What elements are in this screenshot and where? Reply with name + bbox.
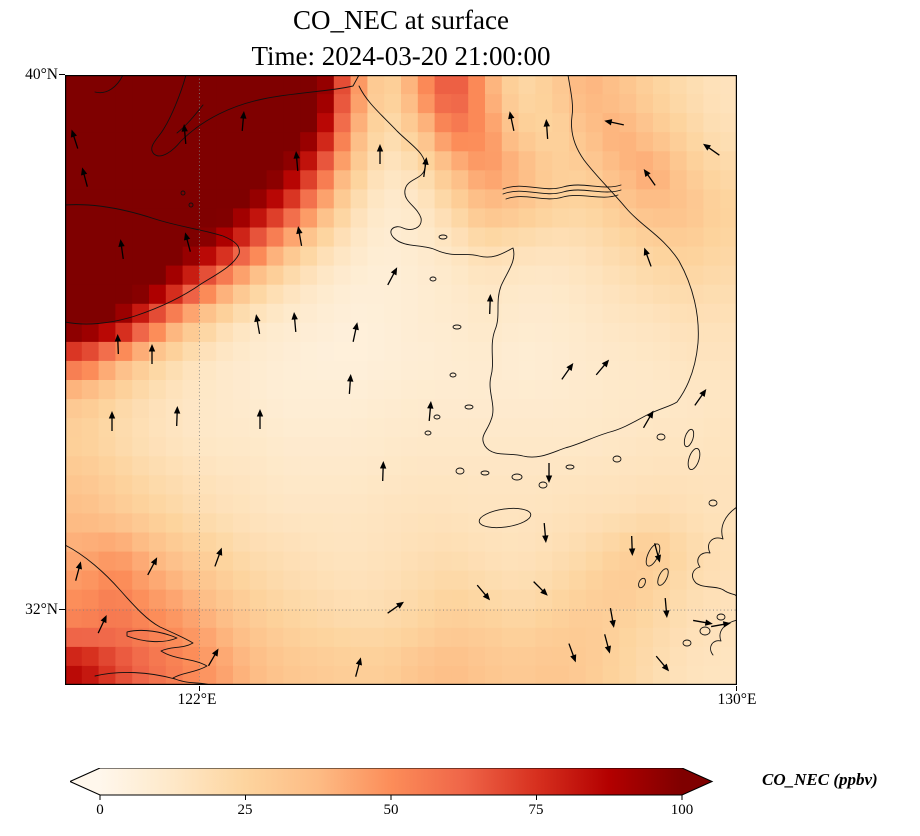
colorbar-under-arrow <box>70 768 100 795</box>
lat-tickmark-40n <box>59 74 65 75</box>
graticule-gridlines <box>65 75 737 685</box>
colorbar-over-arrow <box>682 768 712 795</box>
wind-quiver-arrows <box>70 111 731 677</box>
coastlines <box>65 75 737 685</box>
colorbar-gradient-bar <box>68 767 714 800</box>
colorbar-tick-100: 100 <box>670 802 694 818</box>
lat-tick-label-32n: 32°N <box>25 601 58 618</box>
lat-tick-label-40n: 40°N <box>25 66 58 83</box>
colorbar-tickmarks <box>99 795 683 800</box>
lat-tickmark-32n <box>59 609 65 610</box>
lon-tickmark-130e <box>736 686 737 691</box>
colorbar <box>68 767 720 802</box>
map-plot <box>65 75 737 685</box>
colorbar-body <box>100 768 682 795</box>
colorbar-tick-0: 0 <box>96 802 104 818</box>
colorbar-tick-50: 50 <box>383 802 399 818</box>
co-concentration-heatmap <box>65 75 737 685</box>
axes-border <box>65 75 737 685</box>
chart-title: CO_NEC at surface <box>293 5 509 35</box>
lon-tick-label-122e: 122°E <box>177 691 217 708</box>
chart-subtitle-time: Time: 2024-03-20 21:00:00 <box>251 41 551 71</box>
colorbar-title: CO_NEC (ppbv) <box>762 770 878 789</box>
lon-tickmark-122e <box>199 686 200 691</box>
colorbar-tick-25: 25 <box>237 802 253 818</box>
colorbar-tick-75: 75 <box>528 802 544 818</box>
lon-tick-label-130e: 130°E <box>717 691 757 708</box>
